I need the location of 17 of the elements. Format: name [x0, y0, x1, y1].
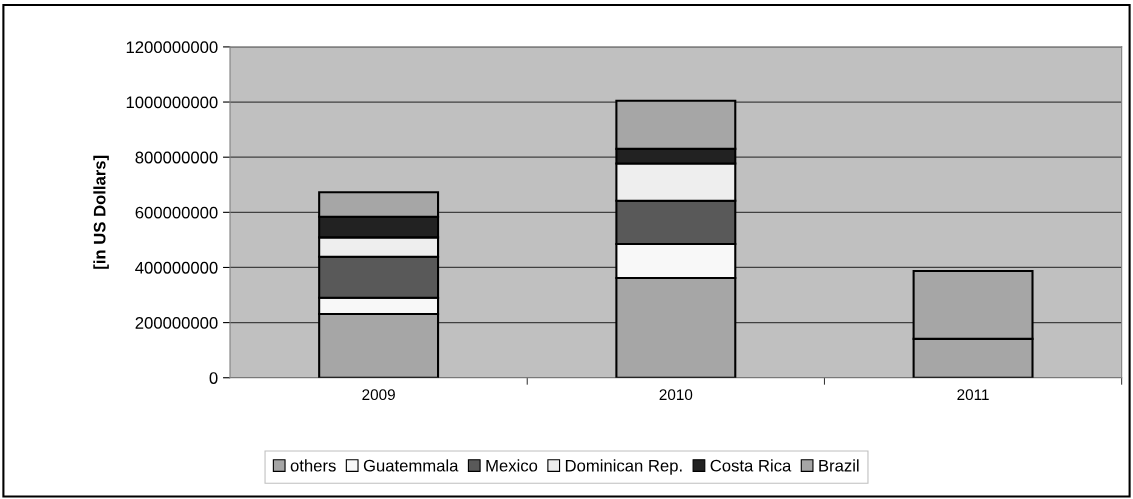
legend-label: Dominican Rep. — [565, 459, 682, 475]
y-tick-label: 1000000000 — [126, 96, 218, 109]
legend-label: Brazil — [819, 459, 859, 472]
y-axis-title: [in US Dollars] — [93, 155, 109, 269]
legend-label: Guatemmala — [363, 459, 459, 472]
x-tick-label: 2010 — [659, 389, 693, 401]
y-tick-label: 1200000000 — [126, 41, 218, 54]
x-tick-label: 2011 — [957, 389, 989, 401]
legend-label: Mexico — [486, 459, 538, 472]
legend-label: Costa Rica — [710, 459, 792, 472]
legend-label: others — [290, 459, 336, 472]
y-tick-label: 0 — [209, 372, 218, 384]
x-tick-label: 2009 — [362, 389, 395, 401]
y-tick-label: 200000000 — [135, 317, 218, 329]
y-tick-label: 800000000 — [135, 151, 218, 164]
y-tick-label: 600000000 — [135, 206, 218, 219]
y-tick-label: 400000000 — [135, 261, 218, 274]
